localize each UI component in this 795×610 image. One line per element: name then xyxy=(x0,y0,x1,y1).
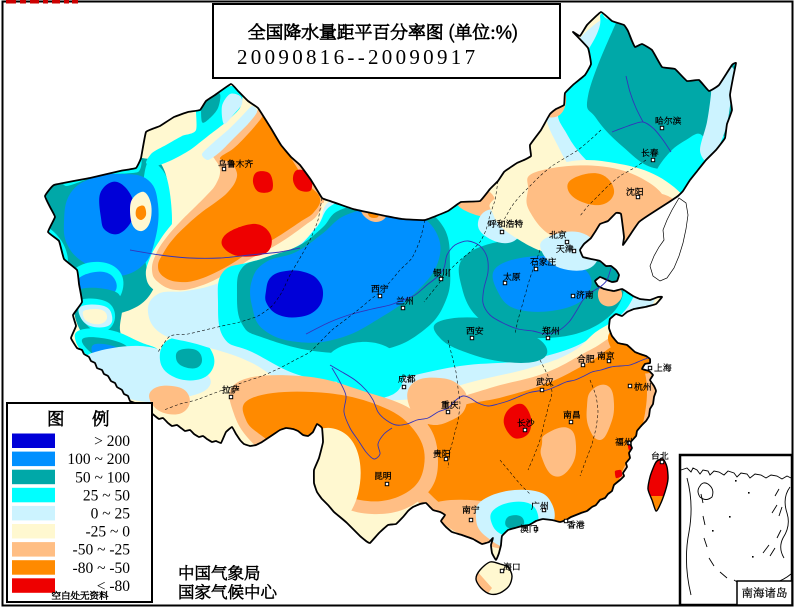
svg-text:25 ~ 50: 25 ~ 50 xyxy=(83,487,130,504)
svg-text:-80 ~ -50: -80 ~ -50 xyxy=(73,560,131,577)
svg-text:-50 ~ -25: -50 ~ -25 xyxy=(73,542,131,559)
svg-text:50 ~ 100: 50 ~ 100 xyxy=(75,469,130,486)
svg-text:20090816--20090917: 20090816--20090917 xyxy=(237,45,478,69)
svg-text:0 ~ 25: 0 ~ 25 xyxy=(91,506,131,523)
svg-text:> 200: > 200 xyxy=(94,433,130,450)
svg-text:-25 ~ 0: -25 ~ 0 xyxy=(85,524,130,541)
svg-text:100 ~ 200: 100 ~ 200 xyxy=(67,451,130,468)
svg-text:< -80: < -80 xyxy=(97,578,131,595)
